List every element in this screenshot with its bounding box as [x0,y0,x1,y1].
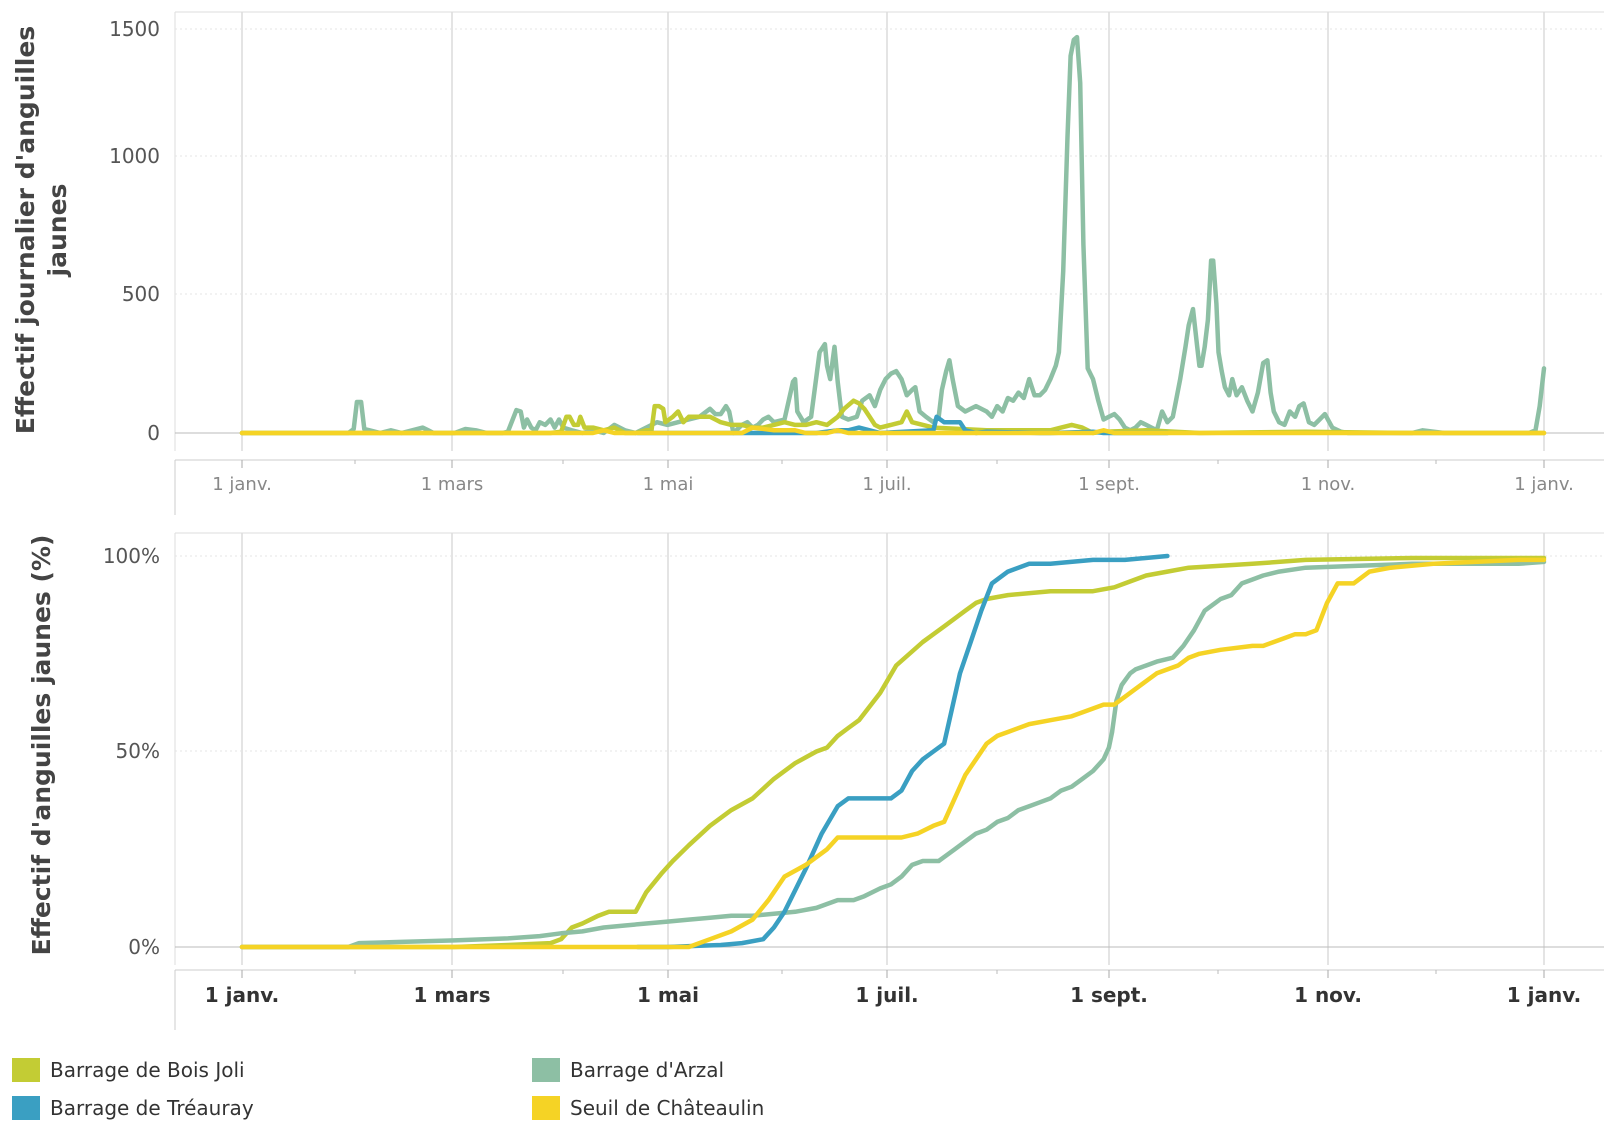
x-tick-label: 1 nov. [1294,983,1362,1007]
y-axis-label: jaunes [43,184,72,278]
y-tick-label: 500 [122,282,160,306]
x-tick-label: 1 janv. [1507,983,1581,1007]
daily-count-chart: 0 500 1000 1500 Effectif journalier d'anguil… [11,11,1604,515]
legend-label: Barrage de Tréauray [50,1096,254,1120]
legend-swatch [12,1058,40,1082]
y-tick-label: 1000 [109,144,160,168]
series-line-barrage-d-arzal[interactable] [239,559,1547,950]
legend-label: Seuil de Châteaulin [570,1096,765,1120]
series-line-barrage-de-bois-joli[interactable] [239,555,1547,950]
x-tick-label: 1 janv. [1514,474,1574,495]
x-tick-label: 1 mai [643,474,694,495]
series-line-barrage-de-bois-joli[interactable] [239,398,1547,436]
y-tick-label: 50% [116,739,160,763]
series-line-barrage-d-arzal[interactable] [239,34,1547,436]
cumulative-percent-chart: 0% 50% 100% Effectif d'anguilles jaunes (%)… [27,532,1604,1030]
x-tick-label: 1 juil. [855,983,918,1007]
legend-swatch [12,1096,40,1120]
x-tick-label: 1 juil. [862,474,911,495]
x-tick-label: 1 mars [414,983,491,1007]
y-tick-label: 100% [103,544,160,568]
x-tick-label: 1 nov. [1301,474,1356,495]
series-line-barrage-de-tr-auray[interactable] [635,553,1170,950]
x-tick-label: 1 janv. [212,474,272,495]
x-tick-label: 1 mars [421,474,484,495]
y-axis-label: Effectif d'anguilles jaunes (%) [27,535,56,956]
legend-item-chateaulin[interactable]: Seuil de Châteaulin [532,1096,764,1120]
series-line-seuil-de-ch-teaulin[interactable] [239,557,1547,950]
y-axis-label: Effectif journalier d'anguilles [11,26,40,434]
y-tick-label: 0% [128,935,160,959]
x-tick-label: 1 mai [637,983,699,1007]
y-tick-label: 0 [147,421,160,445]
x-tick-label: 1 sept. [1078,474,1140,495]
legend-label: Barrage de Bois Joli [50,1058,245,1082]
legend-item-treauray[interactable]: Barrage de Tréauray [12,1096,254,1120]
x-tick-label: 1 janv. [205,983,279,1007]
legend-swatch [532,1096,560,1120]
legend-label: Barrage d'Arzal [570,1058,725,1082]
series-line-seuil-de-ch-teaulin[interactable] [239,425,1547,436]
x-tick-label: 1 sept. [1070,983,1148,1007]
y-tick-label: 1500 [109,17,160,41]
legend-item-arzal[interactable]: Barrage d'Arzal [532,1058,724,1082]
legend-item-bois-joli[interactable]: Barrage de Bois Joli [12,1058,245,1082]
legend-swatch [532,1058,560,1082]
